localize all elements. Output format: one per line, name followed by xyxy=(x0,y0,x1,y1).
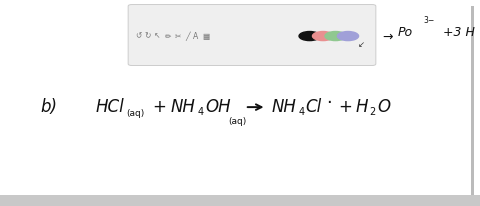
Text: Po: Po xyxy=(397,26,413,40)
Text: +: + xyxy=(153,98,167,116)
Text: 4: 4 xyxy=(197,107,204,117)
Text: NH: NH xyxy=(271,98,296,116)
Text: +3 H: +3 H xyxy=(443,26,475,40)
Circle shape xyxy=(325,32,346,41)
Text: ✂: ✂ xyxy=(174,32,181,41)
Text: A: A xyxy=(193,32,198,41)
Text: ↙: ↙ xyxy=(358,40,364,49)
Text: ↺: ↺ xyxy=(135,32,142,41)
Text: HCl: HCl xyxy=(96,98,125,116)
Text: H: H xyxy=(355,98,368,116)
Text: b): b) xyxy=(41,98,58,116)
Text: (aq): (aq) xyxy=(228,117,246,126)
Text: NH: NH xyxy=(170,98,195,116)
Text: OH: OH xyxy=(205,98,230,116)
Text: O: O xyxy=(378,98,391,116)
FancyBboxPatch shape xyxy=(128,5,376,66)
Text: +: + xyxy=(338,98,352,116)
Text: ╱: ╱ xyxy=(185,31,190,41)
Text: ✏: ✏ xyxy=(165,32,171,41)
Text: ↖: ↖ xyxy=(154,32,161,41)
Text: →: → xyxy=(383,30,393,44)
Text: 3−: 3− xyxy=(424,16,435,25)
Circle shape xyxy=(312,32,334,41)
Bar xyxy=(0,195,480,206)
Bar xyxy=(471,6,474,198)
Text: ▦: ▦ xyxy=(202,32,209,41)
Text: ·: · xyxy=(326,94,332,112)
Text: Cl: Cl xyxy=(306,98,322,116)
Text: (aq): (aq) xyxy=(126,109,144,118)
Text: 4: 4 xyxy=(298,107,304,117)
Text: ↻: ↻ xyxy=(144,32,151,41)
Circle shape xyxy=(337,32,359,41)
Circle shape xyxy=(299,32,320,41)
Text: 2: 2 xyxy=(370,107,376,117)
